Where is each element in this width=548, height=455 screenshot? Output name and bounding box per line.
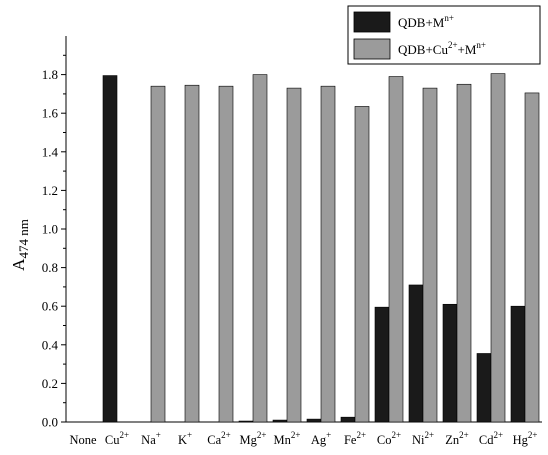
legend-label: QDB+Mn+ bbox=[398, 13, 454, 30]
x-tick-label: Mg2+ bbox=[240, 430, 267, 447]
x-tick-label: Zn2+ bbox=[445, 430, 468, 447]
y-axis-ticks: 0.0 0.2 0.4 0.6 0.8 1.0 1.2 1.4 1.6 1.8 bbox=[42, 54, 66, 430]
bar-series-2 bbox=[456, 83, 472, 423]
legend: QDB+Mn+ QDB+Cu2++Mn+ bbox=[347, 5, 541, 65]
y-axis-label-text: A474 nm bbox=[9, 219, 31, 271]
x-tick-label: Hg2+ bbox=[513, 430, 538, 447]
bar-series-2 bbox=[524, 92, 540, 423]
y-tick-label: 0.0 bbox=[42, 415, 58, 430]
bars bbox=[102, 73, 540, 423]
bar-series-2 bbox=[354, 106, 370, 423]
x-tick-label: Mn2+ bbox=[274, 430, 301, 447]
bar-series-1 bbox=[238, 420, 254, 423]
bar-series-1 bbox=[442, 303, 458, 423]
legend-swatch bbox=[353, 11, 391, 33]
x-tick-label: K+ bbox=[178, 430, 192, 447]
y-axis-label: A474 nm bbox=[9, 219, 31, 271]
y-tick-label: 0.8 bbox=[42, 260, 58, 275]
x-tick-label: Ca2+ bbox=[207, 430, 230, 447]
x-tick-label: Fe2+ bbox=[344, 430, 366, 447]
bar-series-1 bbox=[340, 416, 356, 423]
bar-series-1 bbox=[408, 284, 424, 423]
bar-series-2 bbox=[490, 73, 506, 423]
bar-series-1 bbox=[306, 418, 322, 423]
legend-swatch bbox=[353, 38, 391, 60]
y-tick-label: 1.6 bbox=[42, 106, 59, 121]
x-tick-label: Co2+ bbox=[377, 430, 401, 447]
bar-series-2 bbox=[150, 85, 166, 423]
y-tick-label: 0.2 bbox=[42, 376, 58, 391]
bar-series-1 bbox=[272, 419, 288, 423]
x-tick-label: Cu2+ bbox=[105, 430, 129, 447]
x-tick-label: Cd2+ bbox=[479, 430, 503, 447]
y-tick-label: 1.8 bbox=[42, 67, 58, 82]
bar-series-1 bbox=[510, 305, 526, 423]
y-tick-label: 1.4 bbox=[42, 144, 59, 159]
x-tick-label: None bbox=[69, 433, 97, 447]
x-tick-label: Ag+ bbox=[311, 430, 331, 447]
y-tick-label: 0.6 bbox=[42, 299, 59, 314]
x-tick-label: Ni2+ bbox=[412, 430, 434, 447]
bar-series-2 bbox=[320, 85, 336, 423]
bar-series-2 bbox=[184, 84, 200, 423]
bar-series-1 bbox=[374, 306, 390, 423]
bar-series-2 bbox=[252, 74, 268, 423]
y-tick-label: 0.4 bbox=[42, 337, 59, 352]
bar-series-2 bbox=[422, 87, 438, 423]
bar-series-1 bbox=[476, 353, 492, 423]
y-tick-label: 1.2 bbox=[42, 183, 58, 198]
bar-series-2 bbox=[218, 85, 234, 423]
bar-series-1 bbox=[102, 75, 118, 423]
bar-series-2 bbox=[388, 76, 404, 423]
x-tick-label: Na+ bbox=[141, 430, 161, 447]
legend-label: QDB+Cu2++Mn+ bbox=[398, 40, 486, 57]
x-axis-tick-labels: None Cu2+ Na+ K+ Ca2+ Mg2+ Mn2+ Ag+ Fe2+ Co2+ Ni2+… bbox=[69, 430, 537, 447]
bar-series-2 bbox=[286, 87, 302, 423]
y-tick-label: 1.0 bbox=[42, 222, 58, 237]
